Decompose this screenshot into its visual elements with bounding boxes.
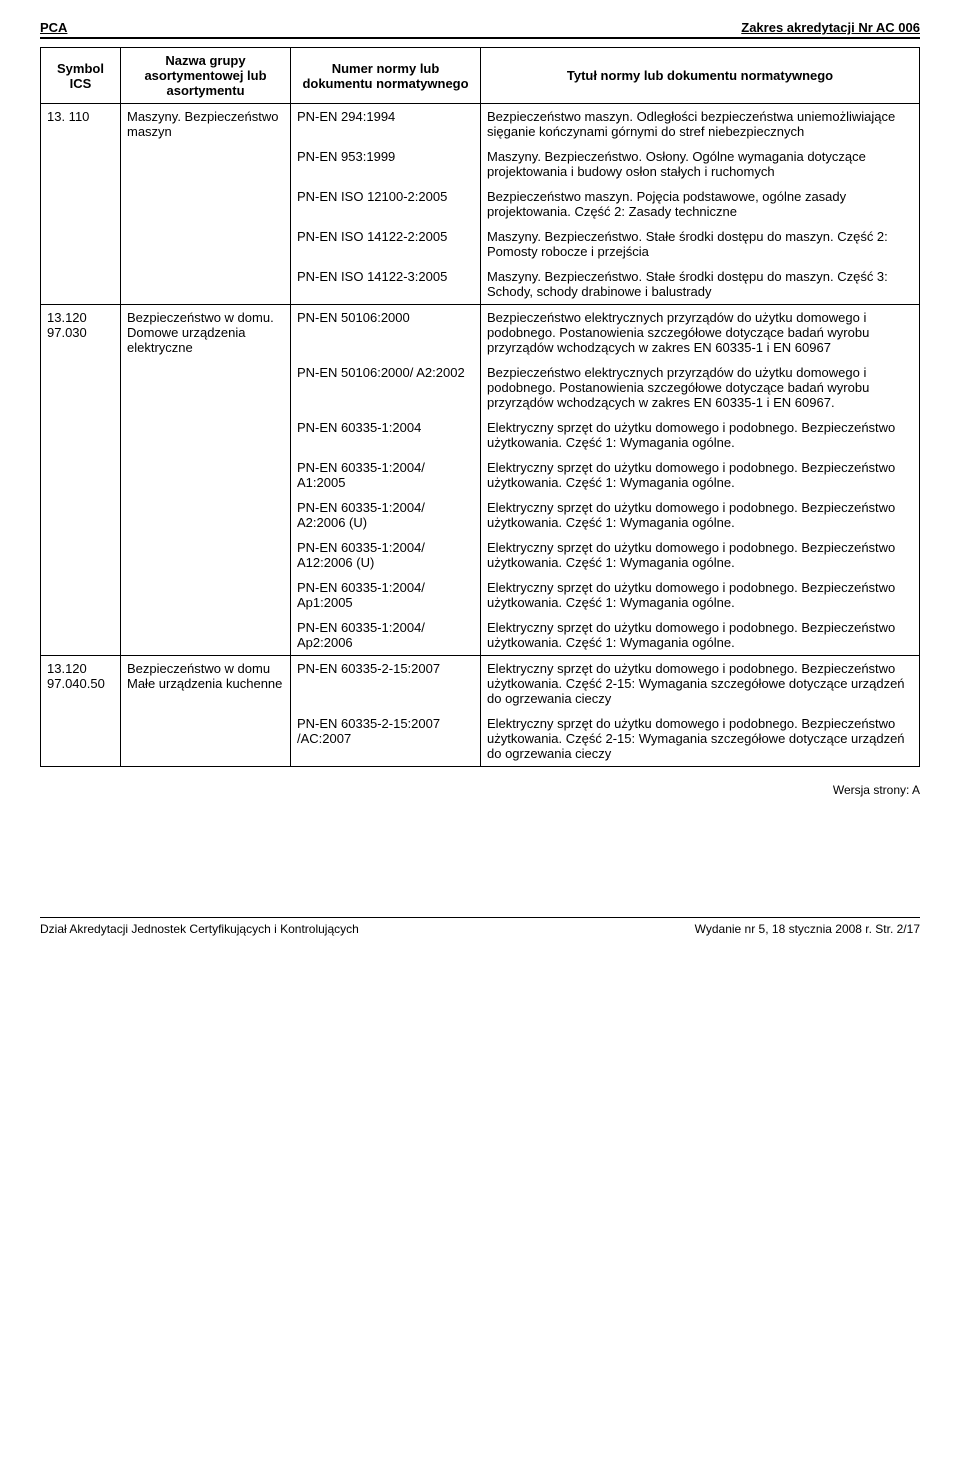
page-header: PCA Zakres akredytacji Nr AC 006 <box>40 20 920 39</box>
cell-ics: 13. 110 <box>41 104 121 305</box>
col-header-title: Tytuł normy lub dokumentu normatywnego <box>481 48 920 104</box>
cell-title: Bezpieczeństwo maszyn. Pojęcia podstawow… <box>481 184 920 224</box>
cell-norm: PN-EN 294:1994 <box>291 104 481 145</box>
cell-ics: 13.120 97.040.50 <box>41 656 121 767</box>
cell-title: Elektryczny sprzęt do użytku domowego i … <box>481 455 920 495</box>
col-header-norm: Numer normy lub dokumentu normatywnego <box>291 48 481 104</box>
cell-title: Maszyny. Bezpieczeństwo. Osłony. Ogólne … <box>481 144 920 184</box>
cell-norm: PN-EN 60335-1:2004/ A1:2005 <box>291 455 481 495</box>
cell-title: Elektryczny sprzęt do użytku domowego i … <box>481 575 920 615</box>
page-version: Wersja strony: A <box>40 783 920 797</box>
standards-table: Symbol ICS Nazwa grupy asortymentowej lu… <box>40 47 920 767</box>
header-right: Zakres akredytacji Nr AC 006 <box>741 20 920 35</box>
header-left: PCA <box>40 20 67 35</box>
table-row: 13.120 97.030Bezpieczeństwo w domu. Domo… <box>41 305 920 361</box>
cell-norm: PN-EN 50106:2000/ A2:2002 <box>291 360 481 415</box>
cell-title: Elektryczny sprzęt do użytku domowego i … <box>481 711 920 767</box>
cell-group: Bezpieczeństwo w domu. Domowe urządzenia… <box>121 305 291 656</box>
cell-title: Elektryczny sprzęt do użytku domowego i … <box>481 656 920 712</box>
cell-norm: PN-EN 60335-1:2004/ Ap2:2006 <box>291 615 481 656</box>
cell-norm: PN-EN 60335-1:2004/ A12:2006 (U) <box>291 535 481 575</box>
footer-left: Dział Akredytacji Jednostek Certyfikując… <box>40 922 359 936</box>
col-header-group: Nazwa grupy asortymentowej lub asortymen… <box>121 48 291 104</box>
cell-title: Elektryczny sprzęt do użytku domowego i … <box>481 535 920 575</box>
cell-norm: PN-EN ISO 14122-3:2005 <box>291 264 481 305</box>
cell-norm: PN-EN 953:1999 <box>291 144 481 184</box>
footer-right: Wydanie nr 5, 18 stycznia 2008 r. Str. 2… <box>695 922 920 936</box>
cell-norm: PN-EN 60335-1:2004 <box>291 415 481 455</box>
cell-norm: PN-EN 60335-1:2004/ Ap1:2005 <box>291 575 481 615</box>
cell-title: Elektryczny sprzęt do użytku domowego i … <box>481 495 920 535</box>
table-row: 13. 110Maszyny. Bezpieczeństwo maszynPN-… <box>41 104 920 145</box>
cell-title: Maszyny. Bezpieczeństwo. Stałe środki do… <box>481 264 920 305</box>
cell-norm: PN-EN ISO 14122-2:2005 <box>291 224 481 264</box>
cell-ics: 13.120 97.030 <box>41 305 121 656</box>
col-header-ics: Symbol ICS <box>41 48 121 104</box>
cell-norm: PN-EN 50106:2000 <box>291 305 481 361</box>
cell-group: Bezpieczeństwo w domu Małe urządzenia ku… <box>121 656 291 767</box>
cell-norm: PN-EN 60335-2-15:2007 /AC:2007 <box>291 711 481 767</box>
cell-title: Bezpieczeństwo elektrycznych przyrządów … <box>481 360 920 415</box>
cell-title: Elektryczny sprzęt do użytku domowego i … <box>481 415 920 455</box>
page-footer: Dział Akredytacji Jednostek Certyfikując… <box>40 917 920 936</box>
cell-group: Maszyny. Bezpieczeństwo maszyn <box>121 104 291 305</box>
cell-title: Maszyny. Bezpieczeństwo. Stałe środki do… <box>481 224 920 264</box>
table-row: 13.120 97.040.50Bezpieczeństwo w domu Ma… <box>41 656 920 712</box>
cell-norm: PN-EN 60335-2-15:2007 <box>291 656 481 712</box>
cell-norm: PN-EN ISO 12100-2:2005 <box>291 184 481 224</box>
cell-title: Elektryczny sprzęt do użytku domowego i … <box>481 615 920 656</box>
cell-norm: PN-EN 60335-1:2004/ A2:2006 (U) <box>291 495 481 535</box>
table-header-row: Symbol ICS Nazwa grupy asortymentowej lu… <box>41 48 920 104</box>
cell-title: Bezpieczeństwo maszyn. Odległości bezpie… <box>481 104 920 145</box>
cell-title: Bezpieczeństwo elektrycznych przyrządów … <box>481 305 920 361</box>
